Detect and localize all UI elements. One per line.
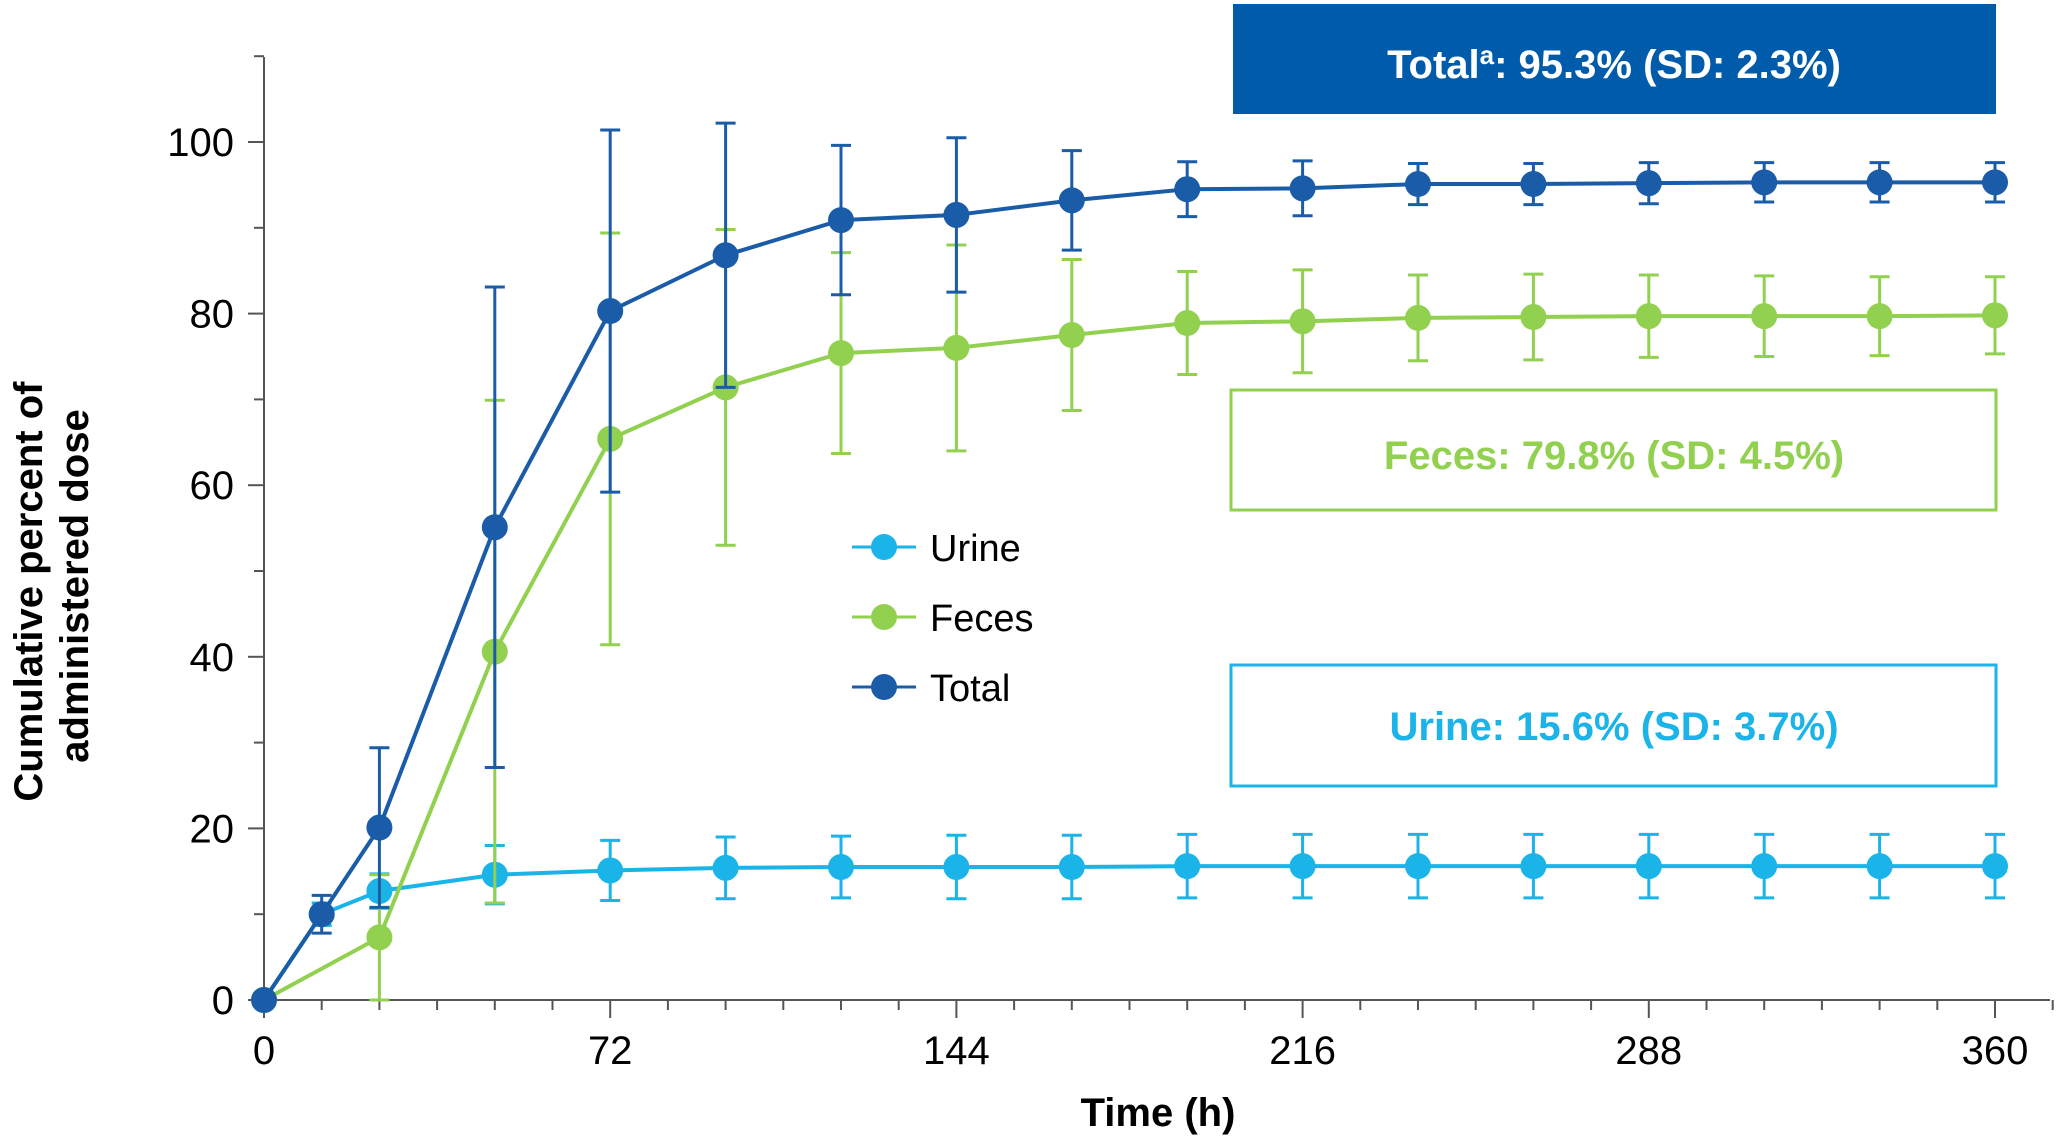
urine-data-point — [597, 857, 624, 884]
x-tick-label: 360 — [1962, 1029, 2029, 1073]
total-summary-box — [1233, 4, 1996, 114]
legend-feces-marker — [871, 604, 897, 630]
y-tick-label: 20 — [190, 807, 235, 851]
total-data-point — [1174, 176, 1201, 203]
total-data-point — [597, 298, 624, 325]
total-data-point — [1520, 171, 1547, 198]
total-summary-prefix: Total — [1387, 43, 1480, 87]
urine-data-point — [1405, 853, 1431, 880]
urine-summary-text: Urine: 15.6% (SD: 3.7%) — [1389, 705, 1838, 749]
total-data-point — [308, 901, 335, 928]
total-data-point — [828, 207, 854, 234]
legend-feces-label: Feces — [930, 598, 1033, 640]
y-tick-label: 100 — [167, 121, 234, 165]
feces-summary-box — [1229, 388, 1998, 512]
y-tick-label: 40 — [190, 636, 235, 680]
legend-item-urine: Urine — [852, 528, 1021, 570]
total-data-point — [251, 987, 277, 1013]
series-feces — [251, 228, 2008, 1013]
y-tick-label: 80 — [190, 293, 235, 337]
axes — [263, 57, 2050, 1001]
feces-data-point — [1635, 303, 1662, 330]
feces-data-point — [828, 340, 854, 367]
y-axis-title-line-2: administered dose — [53, 409, 97, 762]
x-tick-label: 0 — [253, 1029, 275, 1073]
total-data-point — [943, 201, 970, 228]
feces-data-point — [1289, 308, 1316, 335]
y-axis-title: Cumulative percent of administered dose — [7, 370, 97, 801]
legend-item-total: Total — [852, 668, 1010, 710]
urine-data-point — [1289, 853, 1316, 880]
urine-data-point — [1982, 853, 2008, 880]
feces-data-point — [1405, 304, 1431, 331]
y-tick-label: 0 — [212, 979, 234, 1023]
total-line — [262, 180, 1995, 1002]
total-data-point — [712, 242, 739, 269]
total-data-point — [1866, 169, 1893, 196]
urine-data-point — [828, 854, 854, 881]
legend-item-feces: Feces — [852, 598, 1033, 640]
urine-data-point — [1866, 853, 1893, 880]
feces-data-point — [943, 334, 970, 361]
total-data-point — [1751, 169, 1778, 196]
series-urine — [251, 832, 2008, 1013]
total-data-point — [1289, 175, 1316, 202]
series-total — [251, 121, 2008, 1013]
tick-labels: 0 20 40 60 80 100 0 72 144 216 288 360 — [167, 121, 2028, 1073]
urine-data-point — [712, 854, 739, 881]
x-tick-label: 72 — [588, 1029, 633, 1073]
total-data-point — [1635, 170, 1662, 197]
urine-data-point — [1635, 853, 1662, 880]
urine-data-point — [1520, 853, 1547, 880]
total-summary-text: Totala: 95.3% (SD: 2.3%) — [1387, 40, 1841, 87]
total-summary-value: : 95.3% (SD: 2.3%) — [1494, 43, 1841, 87]
legend-total-marker — [871, 674, 897, 700]
feces-data-point — [1751, 303, 1778, 330]
feces-data-point — [1982, 302, 2008, 329]
y-tick-label: 60 — [190, 464, 235, 508]
total-data-point — [366, 814, 393, 841]
total-data-point — [1982, 169, 2008, 196]
urine-data-point — [943, 854, 970, 881]
total-data-point — [1058, 187, 1085, 214]
y-axis-title-line-1: Cumulative percent of — [7, 381, 51, 802]
total-data-point — [481, 514, 508, 541]
x-tick-label: 144 — [923, 1029, 990, 1073]
legend-urine-marker — [871, 534, 897, 560]
feces-data-point — [1520, 304, 1547, 331]
total-data-point — [1405, 171, 1431, 198]
feces-line — [263, 313, 1996, 1002]
x-tick-label: 216 — [1269, 1029, 1336, 1073]
urine-data-point — [1174, 853, 1201, 880]
ticks — [248, 55, 2054, 1018]
feces-data-point — [1174, 310, 1201, 337]
legend: Urine Feces Total — [852, 528, 1033, 710]
total-summary-superscript: a — [1480, 40, 1495, 70]
urine-summary-box — [1229, 663, 1998, 788]
x-axis-title: Time (h) — [1081, 1091, 1236, 1135]
x-tick-label: 288 — [1615, 1029, 1682, 1073]
legend-urine-label: Urine — [930, 528, 1021, 570]
annotation-boxes: Totala: 95.3% (SD: 2.3%) Feces: 79.8% (S… — [1229, 4, 1998, 788]
feces-data-point — [366, 924, 393, 951]
legend-total-label: Total — [930, 668, 1010, 710]
feces-summary-text: Feces: 79.8% (SD: 4.5%) — [1384, 434, 1844, 478]
series-layer — [251, 121, 2008, 1013]
urine-line — [262, 864, 1995, 1002]
feces-data-point — [1058, 322, 1085, 349]
feces-data-point — [1866, 303, 1893, 330]
urine-data-point — [1751, 853, 1778, 880]
urine-data-point — [1058, 854, 1085, 881]
